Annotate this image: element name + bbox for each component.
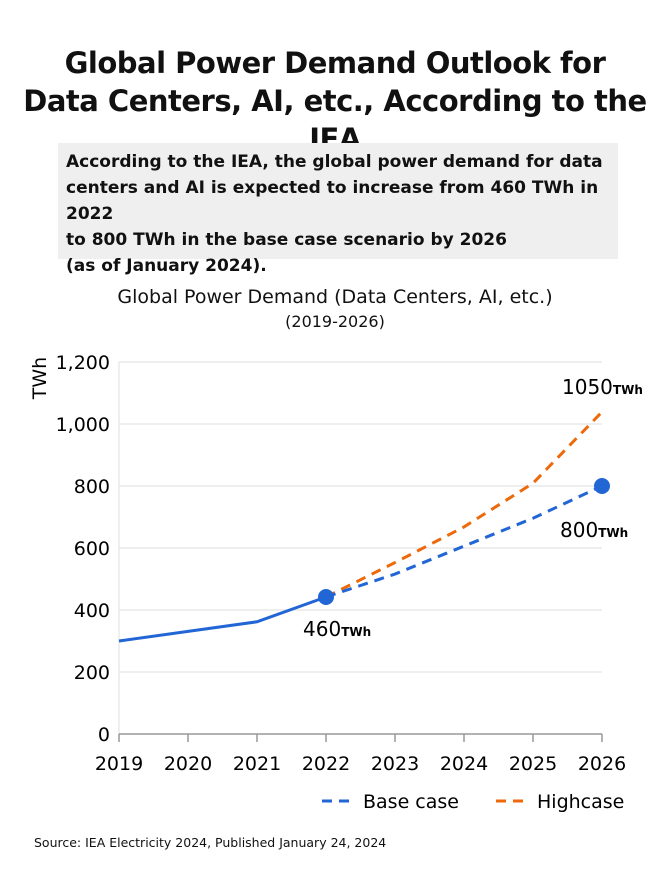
- chart-title: Global Power Demand (Data Centers, AI, e…: [117, 286, 553, 308]
- summary-line: According to the IEA, the global power d…: [66, 152, 603, 172]
- y-tick-label: 1,000: [56, 414, 110, 436]
- data-label: 1050TWh: [562, 375, 643, 399]
- data-label: 800TWh: [560, 518, 628, 542]
- x-tick-label: 2019: [95, 753, 143, 775]
- x-tick-label: 2023: [371, 753, 419, 775]
- x-tick-label: 2026: [578, 753, 626, 775]
- y-tick-label: 400: [74, 600, 110, 622]
- series-line-highcase: [325, 410, 604, 599]
- source-note: Source: IEA Electricity 2024, Published …: [34, 835, 387, 850]
- data-label: 460TWh: [303, 617, 371, 641]
- x-tick-label: 2020: [164, 753, 212, 775]
- y-axis-label: TWh: [29, 357, 51, 400]
- series-line-actual: [118, 595, 327, 643]
- summary-box: According to the IEA, the global power d…: [58, 143, 618, 276]
- summary-line: centers and AI is expected to increase f…: [66, 178, 599, 224]
- title-line: Data Centers, AI, etc., According to the…: [23, 84, 647, 156]
- data-point-2026: [594, 478, 610, 494]
- y-tick-label: 1,200: [56, 352, 110, 374]
- title-line: Global Power Demand Outlook for: [64, 46, 606, 80]
- y-tick-label: 0: [98, 724, 110, 746]
- x-tick-label: 2022: [302, 753, 350, 775]
- legend-label: Highcase: [537, 791, 624, 813]
- x-tick-label: 2024: [440, 753, 488, 775]
- chart-subtitle: (2019-2026): [285, 312, 385, 331]
- summary-line: to 800 TWh in the base case scenario by …: [66, 230, 507, 250]
- summary-line: (as of January 2024).: [66, 256, 267, 276]
- main-title: Global Power Demand Outlook for Data Cen…: [0, 44, 670, 158]
- series-line-base-case: [325, 484, 603, 599]
- legend-label: Base case: [363, 791, 459, 813]
- x-tick-label: 2021: [233, 753, 281, 775]
- data-point-2022: [318, 588, 334, 605]
- y-tick-label: 800: [74, 476, 110, 498]
- y-tick-label: 200: [74, 662, 110, 684]
- y-tick-label: 600: [74, 538, 110, 560]
- x-tick-label: 2025: [509, 753, 557, 775]
